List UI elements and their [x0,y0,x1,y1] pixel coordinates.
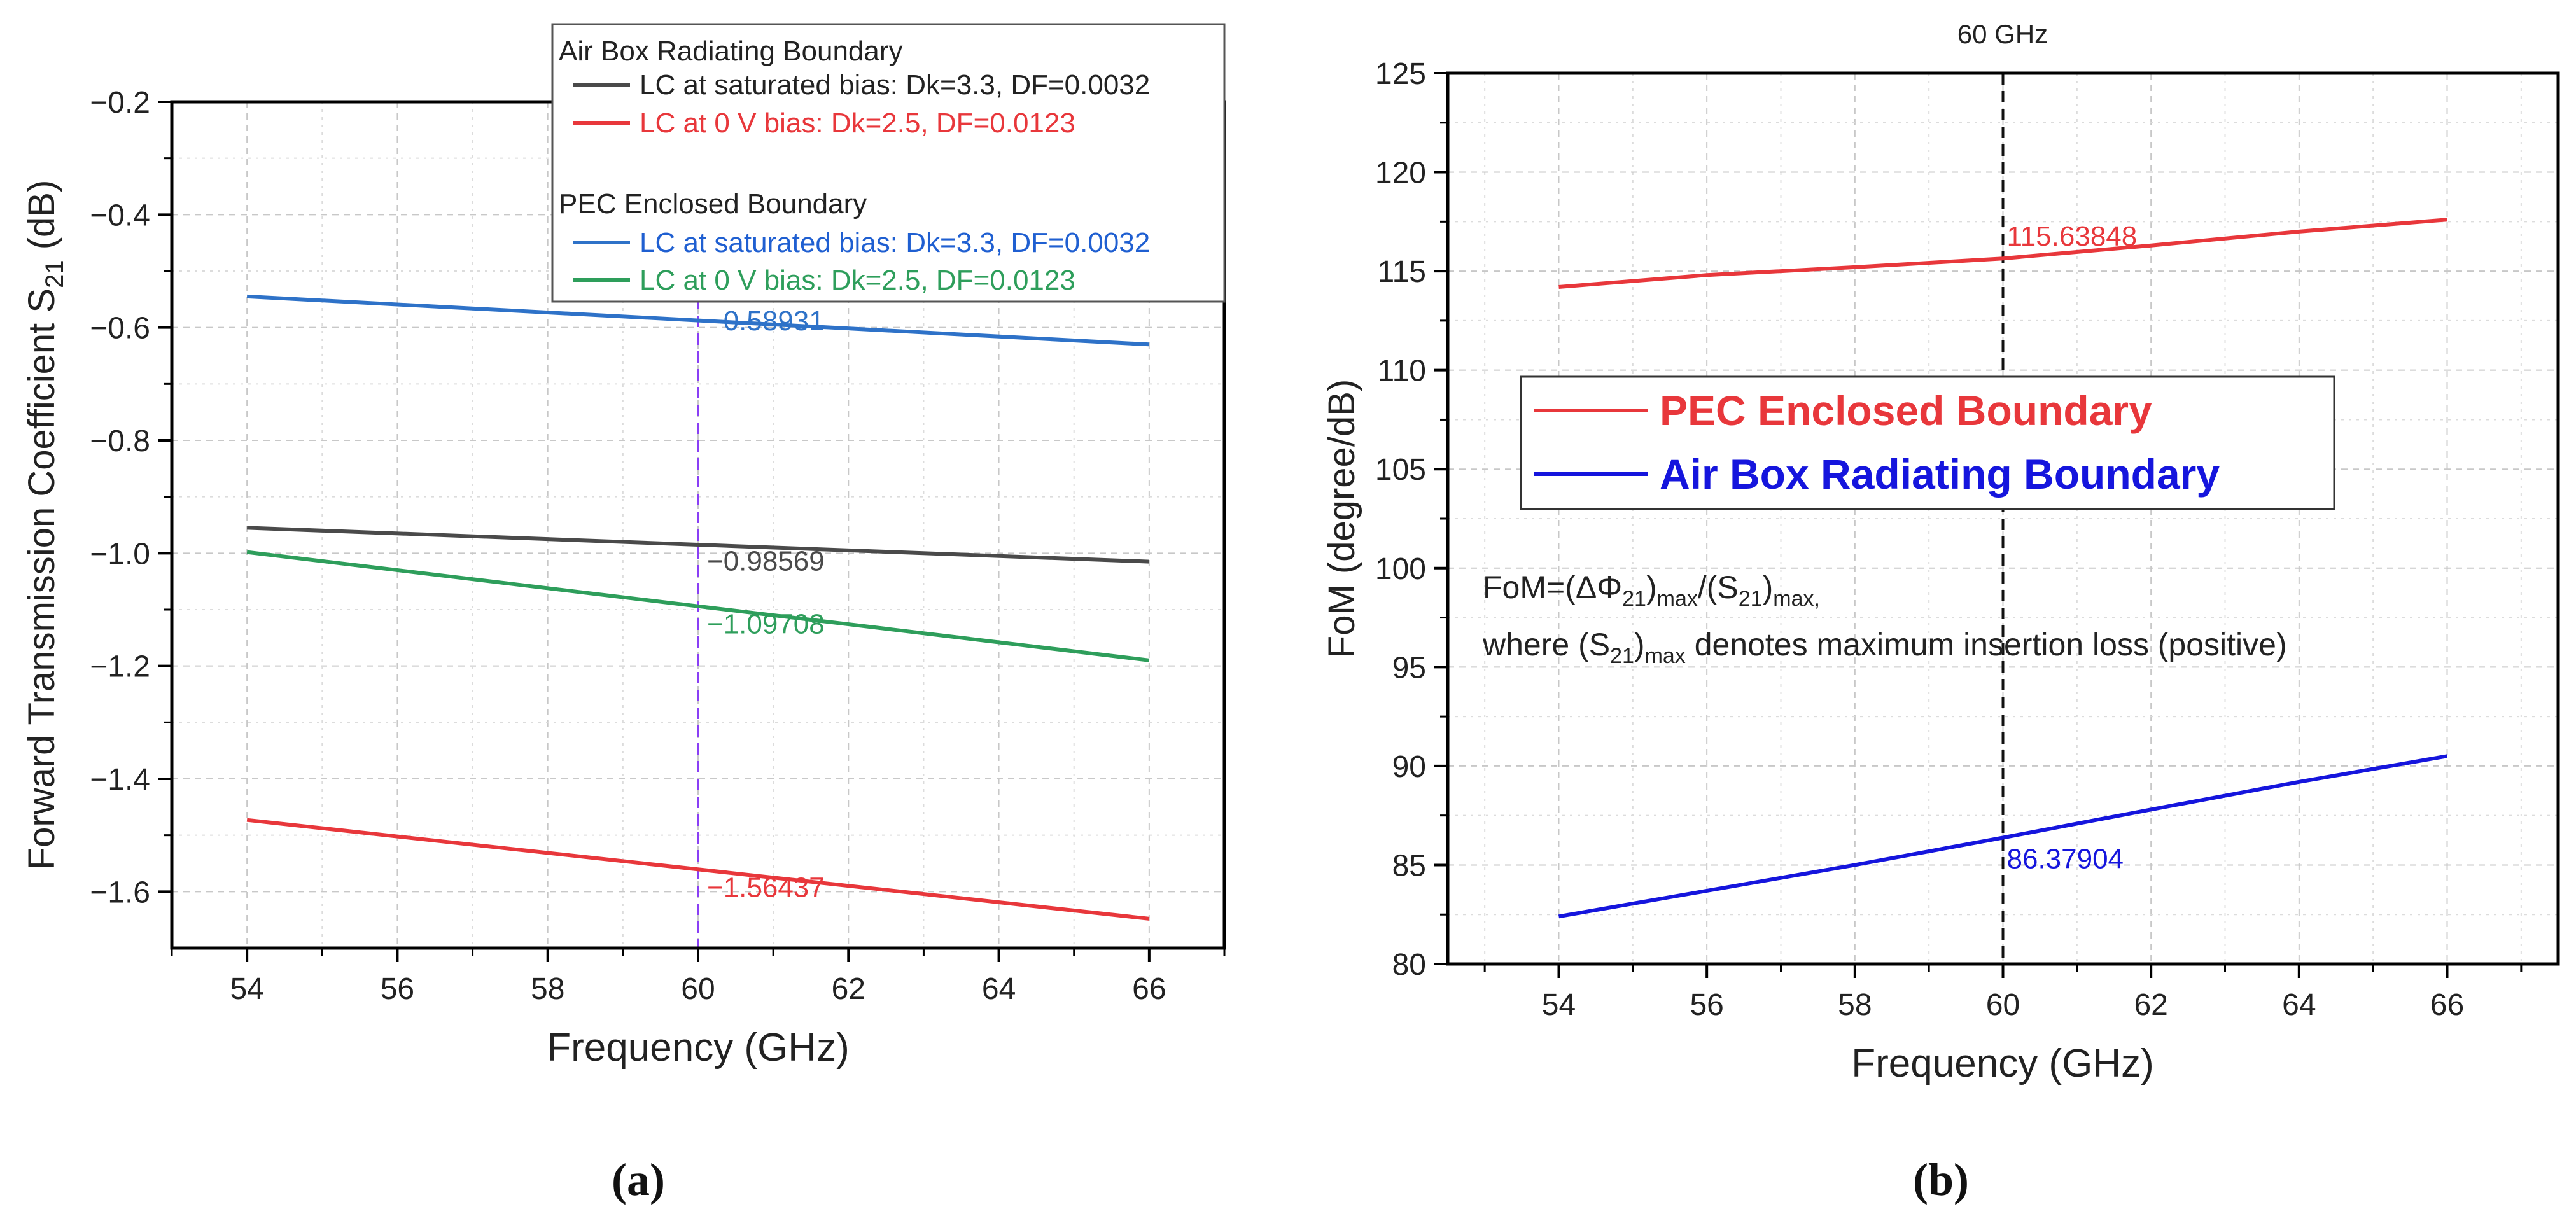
formula-line-2: where (S21)max denotes maximum insertion… [1482,627,2287,668]
x-tick-label: 56 [381,972,414,1006]
x-tick-label: 54 [230,972,263,1006]
y-tick-label: 125 [1375,57,1426,91]
series-line-b-0 [1558,218,2447,289]
formula-1-f: 21 [1739,587,1763,611]
y-tick-label: −1.2 [90,650,150,684]
y-tick-label: −0.8 [90,424,150,458]
formula-1-h: max, [1773,587,1820,611]
annotations-b: 115.63848 86.37904 [2007,221,2138,874]
x-tick-label: 66 [2430,988,2464,1022]
legend-label-a-3: LC at 0 V bias: Dk=2.5, DF=0.0123 [640,265,1075,296]
y-axis-b: 80 85 90 95 100 105 110 115 120 125 [1375,57,1448,982]
y-tick-label: 120 [1375,157,1426,190]
data-label: 86.37904 [2007,844,2124,875]
y-tick-label: 95 [1392,651,1426,685]
y-tick-label: 105 [1375,453,1426,487]
y-axis-label-a-tail: (dB) [21,180,62,260]
y-tick-label: −1.6 [90,876,150,909]
formula-2-c: ) [1634,627,1645,662]
series-line-a-3 [246,550,1150,662]
formula-1-g: ) [1763,570,1774,605]
data-label: −1.09708 [707,608,825,639]
panel-label-b: (b) [1913,1154,1969,1205]
x-tick-label: 58 [531,972,564,1006]
y-axis-label-b: FoM (degree/dB) [1321,379,1362,658]
formula-1-d: max [1657,587,1698,611]
x-tick-label: 60 [1986,988,2020,1022]
formula-2-d: max [1645,644,1686,668]
series-layer-a [246,294,1150,921]
chart-panel-b: 115.63848 86.37904 54 56 58 60 62 64 66 80 85 90 9… [1321,19,2560,1205]
y-tick-label: 100 [1375,552,1426,586]
chart-title-b: 60 GHz [1957,19,2048,49]
panel-label-a: (a) [612,1154,665,1205]
x-axis-a: 54 56 58 60 62 64 66 [171,948,1226,1006]
legend-group-title-pec: PEC Enclosed Boundary [559,188,867,220]
series-line-a-2 [246,294,1150,347]
x-axis-b: 54 56 58 60 62 64 66 [1483,964,2523,1022]
y-tick-label: 115 [1377,255,1426,289]
y-tick-label: −1.4 [90,763,150,797]
x-tick-label: 64 [982,972,1016,1006]
x-tick-label: 64 [2282,988,2316,1022]
legend-label-a-2: LC at saturated bias: Dk=3.3, DF=0.0032 [640,227,1150,258]
series-line-a-0 [246,526,1150,564]
data-label: −0.58931 [707,305,825,337]
legend-group-title-air: Air Box Radiating Boundary [559,36,903,67]
y-tick-label: −0.2 [90,86,150,120]
y-tick-label: −1.0 [90,537,150,571]
legend-label-b-1: Air Box Radiating Boundary [1660,451,2220,498]
y-tick-label: 85 [1392,849,1426,883]
formula-2-b: 21 [1610,644,1634,668]
data-label: −1.56437 [707,872,825,904]
y-tick-label: −0.4 [90,199,150,232]
x-tick-label: 60 [681,972,715,1006]
y-axis-label-a-main: Forward Transmission Coefficient S [21,288,62,870]
legend-b: PEC Enclosed Boundary Air Box Radiating … [1520,375,2335,510]
chart-panel-a: −0.58931 −0.98569 −1.09708 −1.56437 54 56 58 6… [21,23,1226,1205]
y-axis-a: −1.6 −1.4 −1.2 −1.0 −0.8 −0.6 −0.4 −0.2 [90,86,172,909]
legend-label-a-1: LC at 0 V bias: Dk=2.5, DF=0.0123 [640,108,1075,139]
x-tick-label: 58 [1838,988,1872,1022]
data-label: 115.63848 [2007,221,2138,252]
legend-box-a [551,23,1226,303]
x-tick-label: 56 [1690,988,1723,1022]
series-line-a-1 [246,818,1150,921]
y-tick-label: 90 [1392,750,1426,784]
series-layer-b [1558,218,2448,919]
data-label: −0.98569 [707,546,825,577]
y-tick-label: 80 [1392,948,1426,982]
formula-1-e: /(S [1698,570,1739,605]
formula-2-e: denotes maximum insertion loss (positive… [1686,627,2287,662]
formula-1-b: 21 [1622,587,1646,611]
x-axis-label-a: Frequency (GHz) [547,1026,849,1070]
formula-2-a: where (S [1482,627,1610,662]
x-tick-label: 66 [1132,972,1166,1006]
legend-label-a-0: LC at saturated bias: Dk=3.3, DF=0.0032 [640,69,1150,101]
y-axis-label-a: Forward Transmission Coefficient S21 (dB… [21,180,69,870]
formula-1-c: ) [1646,570,1657,605]
y-tick-label: −0.6 [90,312,150,346]
x-tick-label: 62 [832,972,865,1006]
annotations-a: −0.58931 −0.98569 −1.09708 −1.56437 [707,305,825,904]
series-line-b-1 [1558,754,2448,919]
legend-a: Air Box Radiating Boundary LC at saturat… [551,23,1226,303]
x-axis-label-b: Frequency (GHz) [1851,1042,2153,1086]
formula-line-1: FoM=(ΔΦ21)max/(S21)max, [1483,570,1820,611]
legend-box-b [1520,375,2335,510]
x-tick-label: 54 [1542,988,1576,1022]
x-tick-label: 62 [2134,988,2167,1022]
formula-1-a: FoM=(ΔΦ [1483,570,1622,605]
y-axis-label-a-sub: 21 [41,260,69,288]
y-tick-label: 110 [1377,354,1426,388]
legend-label-b-0: PEC Enclosed Boundary [1660,387,2152,434]
